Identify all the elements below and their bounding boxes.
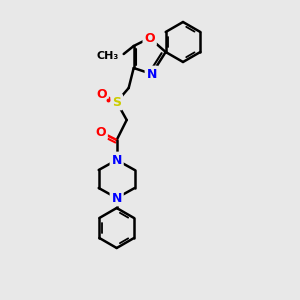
Text: CH₃: CH₃ xyxy=(96,51,119,61)
Text: O: O xyxy=(95,125,106,139)
Text: N: N xyxy=(146,68,157,80)
Text: O: O xyxy=(144,32,155,44)
Text: S: S xyxy=(112,95,121,109)
Text: N: N xyxy=(112,154,122,166)
Text: O: O xyxy=(96,88,107,100)
Text: N: N xyxy=(112,191,122,205)
